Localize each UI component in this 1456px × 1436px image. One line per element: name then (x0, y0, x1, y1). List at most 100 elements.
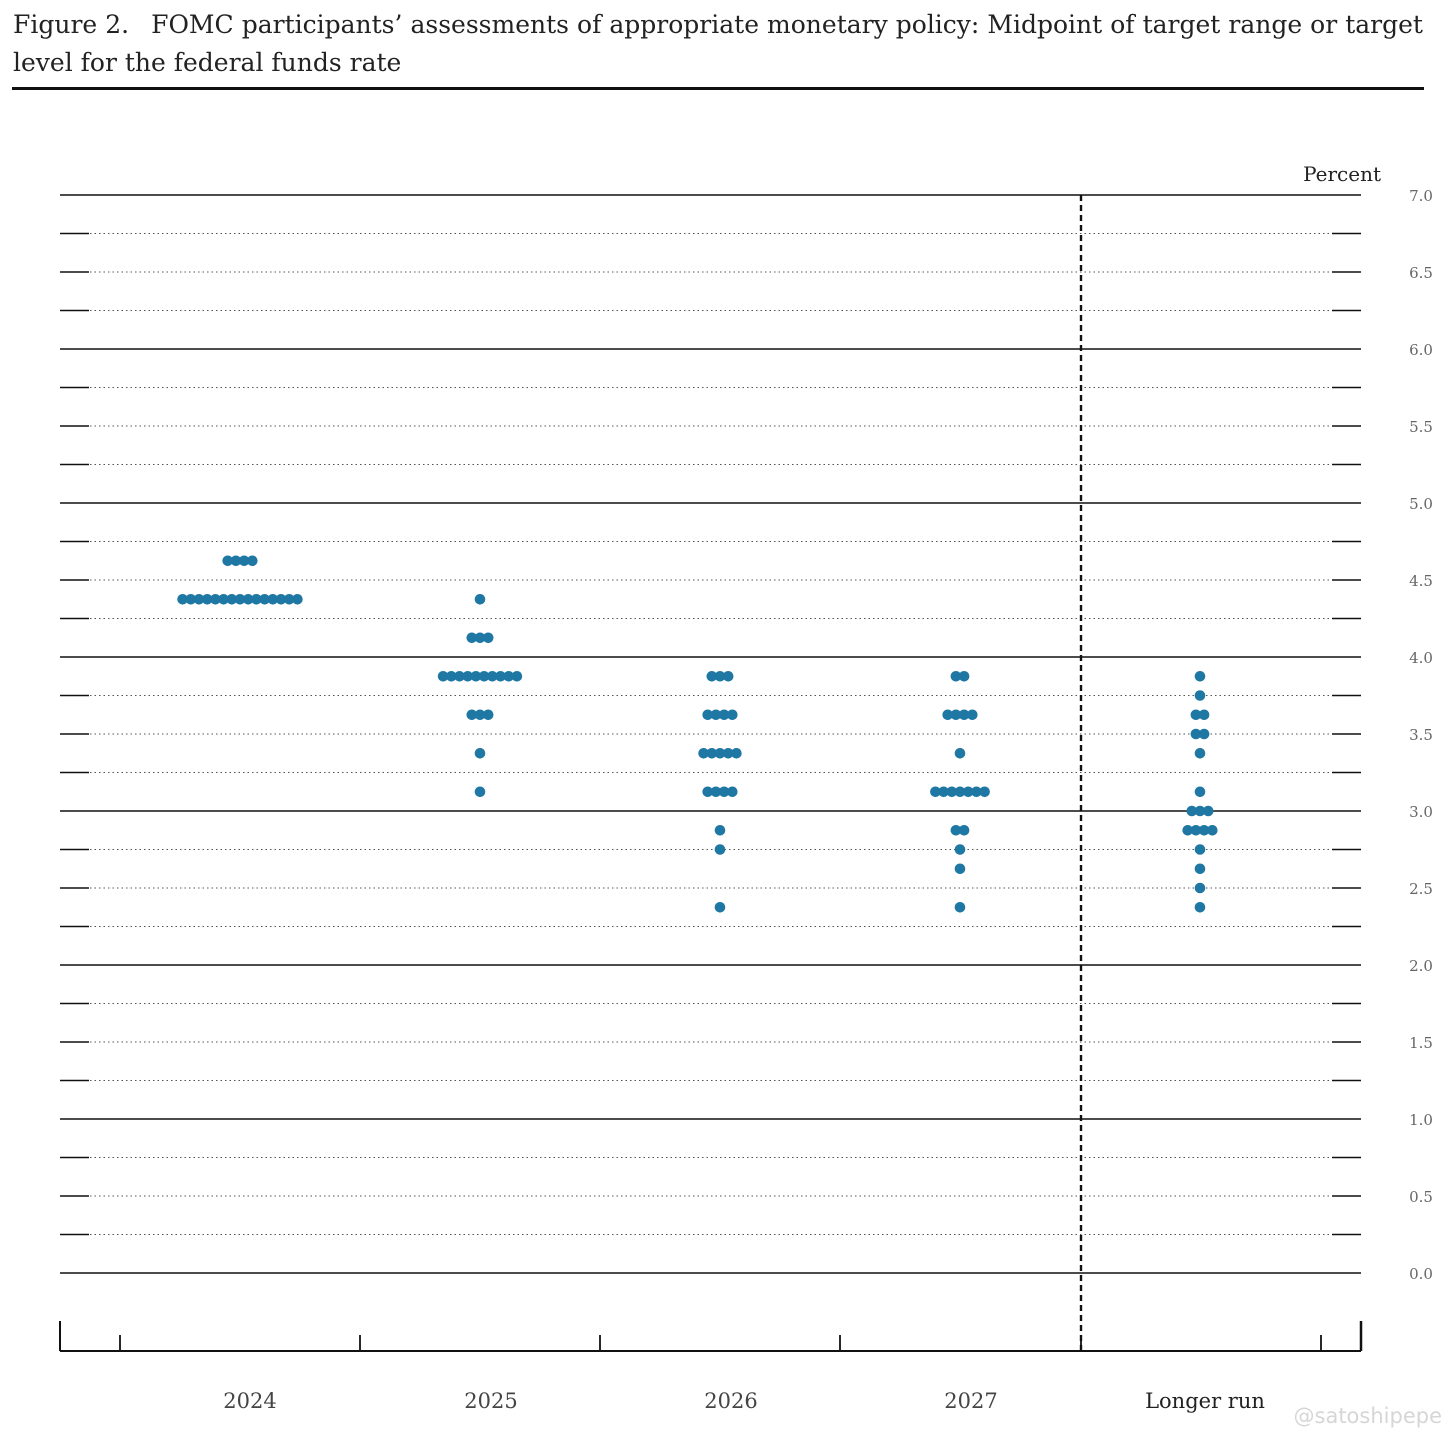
dot (950, 825, 962, 836)
dot (718, 786, 730, 798)
x-tick-label: 2026 (704, 1389, 757, 1413)
dot (946, 786, 958, 798)
dot (1190, 825, 1202, 836)
dot (226, 594, 238, 605)
dot (482, 709, 494, 721)
y-tick-labels: 0.0 0.5 1.0 1.5 2.0 2.5 3.0 3.5 4.0 4.5 5.0 5.5 6.0 6… (1409, 187, 1433, 1283)
dot (1182, 825, 1193, 836)
y-tick-label: 1.0 (1409, 1111, 1433, 1129)
dot (1194, 863, 1206, 875)
dot (1190, 728, 1202, 740)
dot (466, 632, 478, 644)
dot (437, 671, 449, 682)
dot (193, 594, 205, 605)
dot (958, 825, 970, 836)
dot (962, 786, 974, 798)
dot (727, 709, 738, 721)
dot (722, 671, 734, 682)
dot (714, 844, 726, 855)
dot (702, 709, 713, 721)
dot (954, 902, 966, 913)
dot (1186, 805, 1198, 817)
dot (1194, 882, 1206, 894)
dot (706, 748, 718, 759)
dot (938, 786, 949, 798)
dot (446, 671, 457, 682)
dot (487, 671, 498, 682)
y-axis-label: Percent (1303, 162, 1381, 186)
dot (474, 709, 486, 721)
y-tick-label: 3.5 (1409, 726, 1433, 744)
dot (466, 709, 478, 721)
dot (714, 671, 726, 682)
figure-title-text: FOMC participants’ assessments of approp… (13, 10, 1423, 77)
dot (177, 594, 188, 605)
dot (259, 594, 270, 605)
figure-label: Figure 2. (13, 10, 130, 39)
dot (954, 786, 966, 798)
dot (714, 902, 726, 913)
dot (706, 671, 718, 682)
dot (1194, 902, 1206, 913)
dot (454, 671, 465, 682)
dot (1190, 709, 1202, 721)
dot (283, 594, 295, 605)
dot (234, 594, 246, 605)
dot (1194, 844, 1206, 855)
dot (954, 844, 966, 855)
y-tick-label: 0.5 (1409, 1188, 1433, 1206)
dot (474, 632, 486, 644)
dot (511, 671, 523, 682)
dot (1194, 690, 1206, 701)
dot (1194, 805, 1206, 817)
x-tick-label: 2024 (223, 1389, 276, 1413)
y-tick-label: 2.0 (1409, 957, 1433, 975)
dot (1194, 671, 1206, 682)
dot (1207, 825, 1218, 836)
y-tick-label: 4.0 (1409, 649, 1433, 667)
dot (238, 555, 250, 567)
dot (950, 671, 962, 682)
dot (710, 709, 722, 721)
x-tick-label: 2025 (464, 1389, 517, 1413)
dot (942, 709, 953, 721)
gridlines (60, 194, 1361, 1351)
dot (201, 594, 213, 605)
watermark: @satoshipepe (1293, 1404, 1442, 1428)
y-tick-label: 6.5 (1409, 264, 1433, 282)
dot (474, 748, 486, 759)
dot (251, 594, 262, 605)
dot (718, 709, 730, 721)
dot (185, 594, 197, 605)
dot (698, 748, 709, 759)
dot (950, 709, 962, 721)
dot (1194, 786, 1206, 798)
dot (702, 786, 713, 798)
dot (462, 671, 474, 682)
dot (1198, 709, 1210, 721)
dot (495, 671, 506, 682)
y-tick-label: 2.5 (1409, 880, 1433, 898)
dot (482, 632, 494, 644)
y-tick-label: 5.0 (1409, 495, 1433, 513)
dot (470, 671, 482, 682)
dot (1198, 728, 1210, 740)
dot (503, 671, 514, 682)
dot (710, 786, 722, 798)
title-rule (12, 87, 1424, 90)
dot (930, 786, 941, 798)
dot (971, 786, 982, 798)
x-tick-label: 2027 (944, 1389, 997, 1413)
y-tick-label: 4.5 (1409, 572, 1433, 590)
dot (267, 594, 279, 605)
dot (967, 709, 978, 721)
dot (979, 786, 990, 798)
dot (714, 825, 726, 836)
dot (1202, 805, 1214, 817)
dot (275, 594, 287, 605)
dot (954, 863, 966, 875)
dot (222, 555, 233, 567)
dot (218, 594, 229, 605)
y-tick-label: 3.0 (1409, 803, 1433, 821)
